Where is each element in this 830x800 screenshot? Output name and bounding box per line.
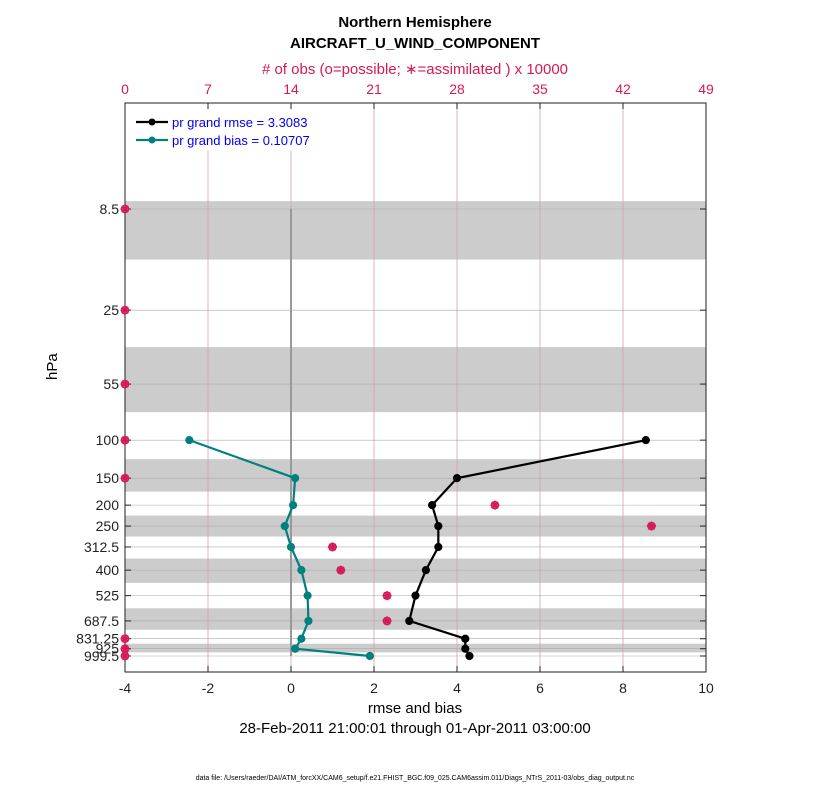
top-tick-label: 42 (615, 81, 631, 97)
legend-entry: pr grand bias = 0.10707 (172, 133, 310, 148)
x-tick-label: 8 (619, 680, 627, 696)
series-point-rmse (421, 566, 430, 575)
obs-assimilated-marker (120, 651, 130, 661)
series-point-bias (365, 651, 374, 661)
top-tick-label: 35 (532, 81, 548, 97)
y-tick-label: 312.5 (84, 539, 119, 555)
series-point-bias (304, 616, 313, 626)
level-band (125, 643, 706, 653)
level-band (125, 201, 706, 260)
y-tick-label: 250 (96, 518, 120, 534)
legend-entry: pr grand rmse = 3.3083 (172, 115, 308, 130)
series-point-rmse (452, 474, 462, 483)
x-tick-label: 2 (370, 680, 378, 696)
y-tick-label: 400 (96, 562, 120, 578)
obs-assimilated-marker (120, 305, 130, 315)
level-band (125, 347, 706, 413)
x-tick-label: -4 (119, 680, 132, 696)
series-point-rmse (411, 591, 420, 600)
y-tick-label: 831.25 (76, 631, 119, 647)
x-tick-label: 0 (287, 680, 295, 696)
data-file-note: data file: /Users/raeder/DAI/ATM_forcXX/… (195, 775, 635, 782)
y-tick-label: 925 (96, 641, 120, 657)
obs-assimilated-marker (382, 616, 392, 626)
obs-assimilated-marker (120, 473, 130, 483)
series-point-bias (303, 591, 312, 600)
y-tick-label: 8.5 (100, 201, 120, 217)
obs-assimilated-marker (120, 204, 130, 214)
obs-assimilated-marker (646, 521, 656, 531)
level-band (125, 608, 706, 630)
obs-assimilated-marker (120, 379, 130, 389)
series-point-bias (185, 436, 194, 445)
x-tick-label: 6 (536, 680, 544, 696)
series-point-rmse (405, 616, 414, 626)
top-tick-label: 21 (366, 81, 382, 97)
obs-assimilated-marker (382, 591, 392, 601)
series-point-bias (297, 566, 306, 575)
series-point-rmse (465, 651, 474, 661)
obs-assimilated-marker (120, 634, 130, 644)
y-tick-label: 55 (103, 376, 119, 392)
series-point-rmse (434, 521, 443, 531)
x-tick-label: 10 (698, 680, 714, 696)
legend-swatch-marker (148, 136, 156, 144)
level-band (125, 558, 706, 583)
obs-assimilated-marker (120, 435, 130, 445)
x-axis-label: rmse and bias (367, 700, 463, 717)
series-point-rmse (461, 634, 470, 643)
x-tick-label: -2 (202, 680, 215, 696)
series-point-bias (297, 634, 306, 643)
y-tick-label: 25 (103, 302, 119, 318)
level-band (125, 459, 706, 492)
obs-assimilated-marker (336, 565, 346, 575)
series-point-bias (288, 501, 298, 510)
y-tick-label: 100 (96, 432, 120, 448)
top-tick-label: 14 (283, 81, 299, 97)
date-range: 28-Feb-2011 21:00:01 through 01-Apr-2011… (239, 720, 591, 737)
top-tick-label: 49 (698, 81, 714, 97)
series-point-rmse (641, 436, 650, 445)
top-tick-label: 0 (121, 81, 129, 97)
series-point-rmse (434, 542, 443, 552)
y-tick-label: 150 (96, 470, 120, 486)
top-axis-label: # of obs (o=possible; ∗=assimilated ) x … (261, 61, 569, 78)
chart-subtitle: AIRCRAFT_U_WIND_COMPONENT (289, 35, 540, 52)
legend-swatch-marker (148, 118, 156, 126)
obs-assimilated-marker (120, 644, 130, 654)
y-tick-label: 200 (96, 497, 120, 513)
series-point-bias (291, 474, 300, 483)
series-point-bias (286, 542, 296, 552)
legend-box (130, 109, 334, 151)
y-tick-label: 525 (96, 588, 120, 604)
obs-assimilated-marker (328, 542, 337, 552)
series-point-bias (280, 521, 289, 531)
obs-assimilated-marker (490, 500, 500, 510)
series-point-rmse (461, 644, 470, 653)
top-tick-label: 28 (449, 81, 465, 97)
y-tick-label: 687.5 (84, 613, 119, 629)
series-point-rmse (428, 501, 437, 510)
chart-title: Northern Hemisphere (338, 14, 492, 31)
top-tick-label: 7 (204, 81, 212, 97)
y-tick-label: 999.5 (84, 648, 119, 664)
x-tick-label: 4 (453, 680, 461, 696)
series-point-bias (291, 644, 300, 653)
